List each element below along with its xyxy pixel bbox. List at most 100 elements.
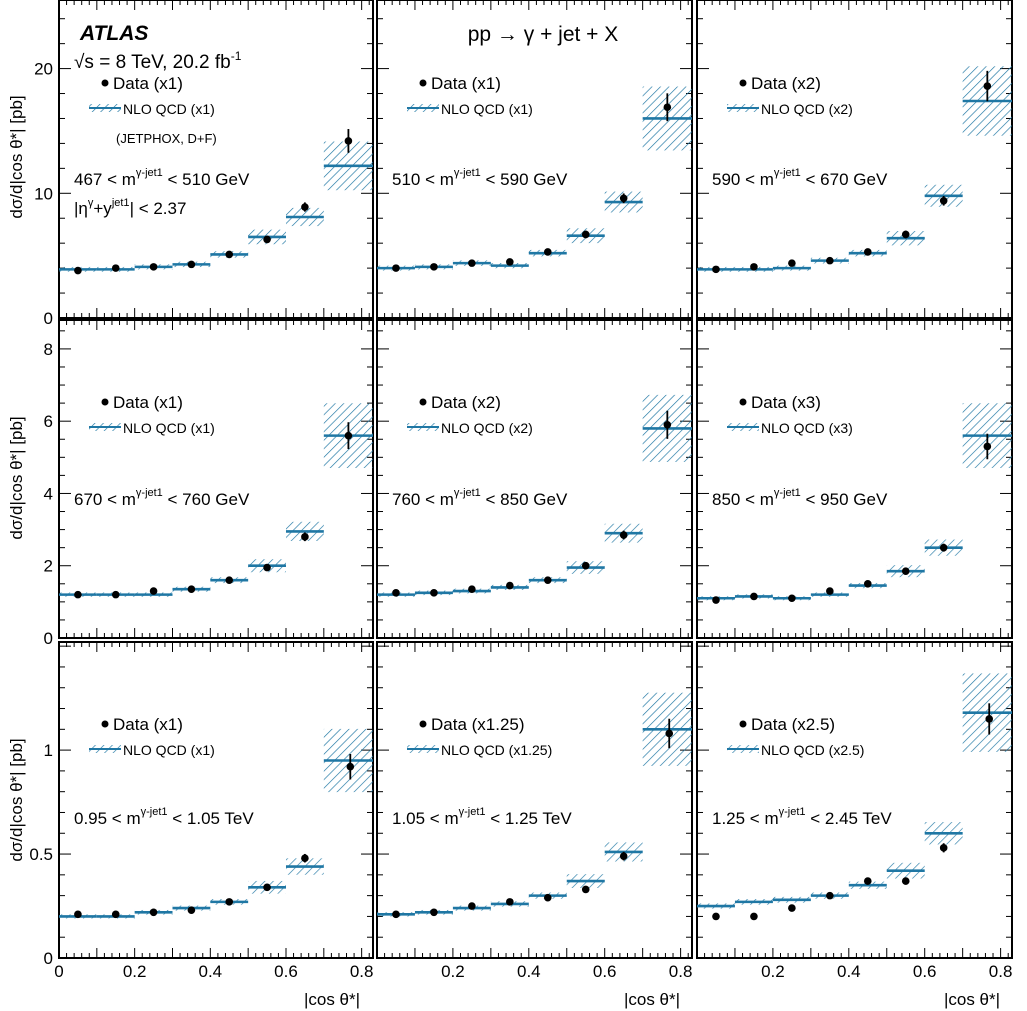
data-point [430, 263, 438, 271]
atlas-label: ATLAS [79, 22, 148, 45]
panel-frame [696, 0, 1013, 319]
data-point [301, 533, 309, 541]
data-point [506, 581, 514, 590]
legend-nlo-label: NLO QCD (x1.25) [441, 742, 552, 758]
legend-data-marker [419, 79, 427, 87]
data-point [712, 265, 720, 274]
data-point [863, 877, 872, 885]
generator-note: (JETPHOX, D+F) [116, 131, 217, 146]
data-point [430, 589, 438, 597]
data-point [74, 910, 82, 919]
data-point [663, 420, 672, 429]
data-point [901, 230, 910, 239]
data-point [468, 585, 476, 594]
data-point [263, 563, 271, 572]
legend-nlo-label: NLO QCD (x1) [123, 742, 215, 758]
y-tick-label: 0 [44, 949, 53, 968]
legend-data-marker [739, 79, 747, 87]
panel-frame [58, 641, 374, 959]
y-tick-label: 6 [44, 412, 53, 431]
data-point [187, 260, 196, 269]
mass-range-label: 1.25 < mγ-jet1 < 2.45 TeV [712, 806, 892, 828]
panel-frame [696, 319, 1013, 639]
legend-data-marker [739, 398, 747, 406]
data-point [392, 910, 400, 919]
data-point [346, 762, 355, 771]
data-point [663, 103, 672, 112]
data-point [392, 264, 400, 272]
y-axis-label-row-2: dσ/d|cos θ*| [pb] [7, 416, 26, 539]
mass-range-label: 590 < mγ-jet1 < 670 GeV [712, 167, 888, 189]
y-tick-label: 2 [44, 557, 53, 576]
x-axis-label-col-3: |cos θ*| [944, 990, 1000, 1009]
legend-data-marker [419, 720, 427, 728]
x-axis-label-col-1: |cos θ*| [304, 990, 360, 1009]
panel-9: 0.2 0.4 0.6 0.8 Data (x2.5) NLO QCD (x2.5) 1.2… [696, 641, 1013, 981]
data-point [901, 877, 910, 885]
panel-7: 0 0.5 1 0 0.2 0.4 0.6 0.8 Data (x1) NLO QCD (x1) 0… [29, 641, 374, 981]
x-tick-label: 0.6 [593, 962, 617, 981]
legend-data-marker [101, 720, 109, 728]
data-point [985, 715, 994, 723]
mass-range-label: 850 < mγ-jet1 < 950 GeV [712, 487, 888, 509]
panel-5: Data (x2) NLO QCD (x2) 760 < mγ-jet1 < 850… [376, 319, 693, 639]
data-point [863, 248, 872, 256]
x-axis-label-col-2: |cos θ*| [624, 990, 680, 1009]
data-point [74, 266, 82, 275]
data-point [430, 908, 438, 917]
data-point [506, 898, 514, 906]
data-point [826, 587, 834, 595]
data-point [344, 431, 353, 440]
data-point [263, 883, 271, 892]
panel-3: Data (x2) NLO QCD (x2) 590 < mγ-jet1 < 670… [696, 0, 1013, 319]
data-point [581, 561, 590, 570]
legend-data-label: Data (x3) [751, 393, 821, 412]
mass-range-label: 467 < mγ-jet1 < 510 GeV [74, 167, 250, 189]
y-axis-label-row-3: dσ/d|cos θ*| [pb] [7, 738, 26, 861]
mass-range-label: 1.05 < mγ-jet1 < 1.25 TeV [392, 806, 572, 828]
data-point [939, 543, 948, 552]
legend-data-label: Data (x1.25) [431, 715, 525, 734]
x-tick-label: 0.4 [837, 962, 861, 981]
mass-range-label: 510 < mγ-jet1 < 590 GeV [392, 167, 568, 189]
legend-data-label: Data (x1) [113, 74, 183, 93]
data-point [543, 576, 552, 584]
data-point [826, 256, 834, 265]
y-tick-label: 1 [44, 741, 53, 760]
y-tick-label: 0 [44, 629, 53, 648]
data-point [225, 250, 234, 259]
data-point [506, 258, 514, 266]
legend-data-label: Data (x1) [431, 74, 501, 93]
data-point [750, 912, 758, 921]
mass-range-label: 760 < mγ-jet1 < 850 GeV [392, 487, 568, 509]
data-point [301, 203, 309, 211]
x-tick-label: 0.4 [199, 962, 223, 981]
data-point [788, 904, 796, 912]
data-point [750, 263, 758, 271]
legend-nlo-label: NLO QCD (x1) [123, 420, 215, 436]
panel-frame [58, 319, 374, 639]
legend-nlo-label: NLO QCD (x2.5) [761, 742, 864, 758]
data-point [788, 259, 796, 267]
legend-data-marker [101, 79, 109, 87]
y-tick-label: 8 [44, 340, 53, 359]
data-point [788, 594, 796, 603]
data-point [344, 137, 353, 145]
data-point [750, 592, 758, 601]
legend-data-label: Data (x2) [751, 74, 821, 93]
x-tick-label: 0.6 [913, 962, 937, 981]
data-point [581, 885, 590, 894]
data-point [665, 729, 674, 738]
data-point [983, 442, 992, 451]
panel-frame [376, 641, 693, 959]
panel-6: Data (x3) NLO QCD (x3) 850 < mγ-jet1 < 950… [696, 319, 1013, 639]
data-point [468, 902, 476, 910]
y-axis-label-row-1: dσ/d|cos θ*| [pb] [7, 95, 26, 218]
legend-nlo-label: NLO QCD (x1) [441, 101, 533, 117]
x-tick-label: 0.2 [761, 962, 785, 981]
x-tick-label: 0.8 [989, 962, 1013, 981]
data-point [111, 910, 120, 919]
data-point [619, 852, 628, 860]
legend-data-marker [419, 398, 427, 406]
x-tick-label: 0 [54, 962, 63, 981]
